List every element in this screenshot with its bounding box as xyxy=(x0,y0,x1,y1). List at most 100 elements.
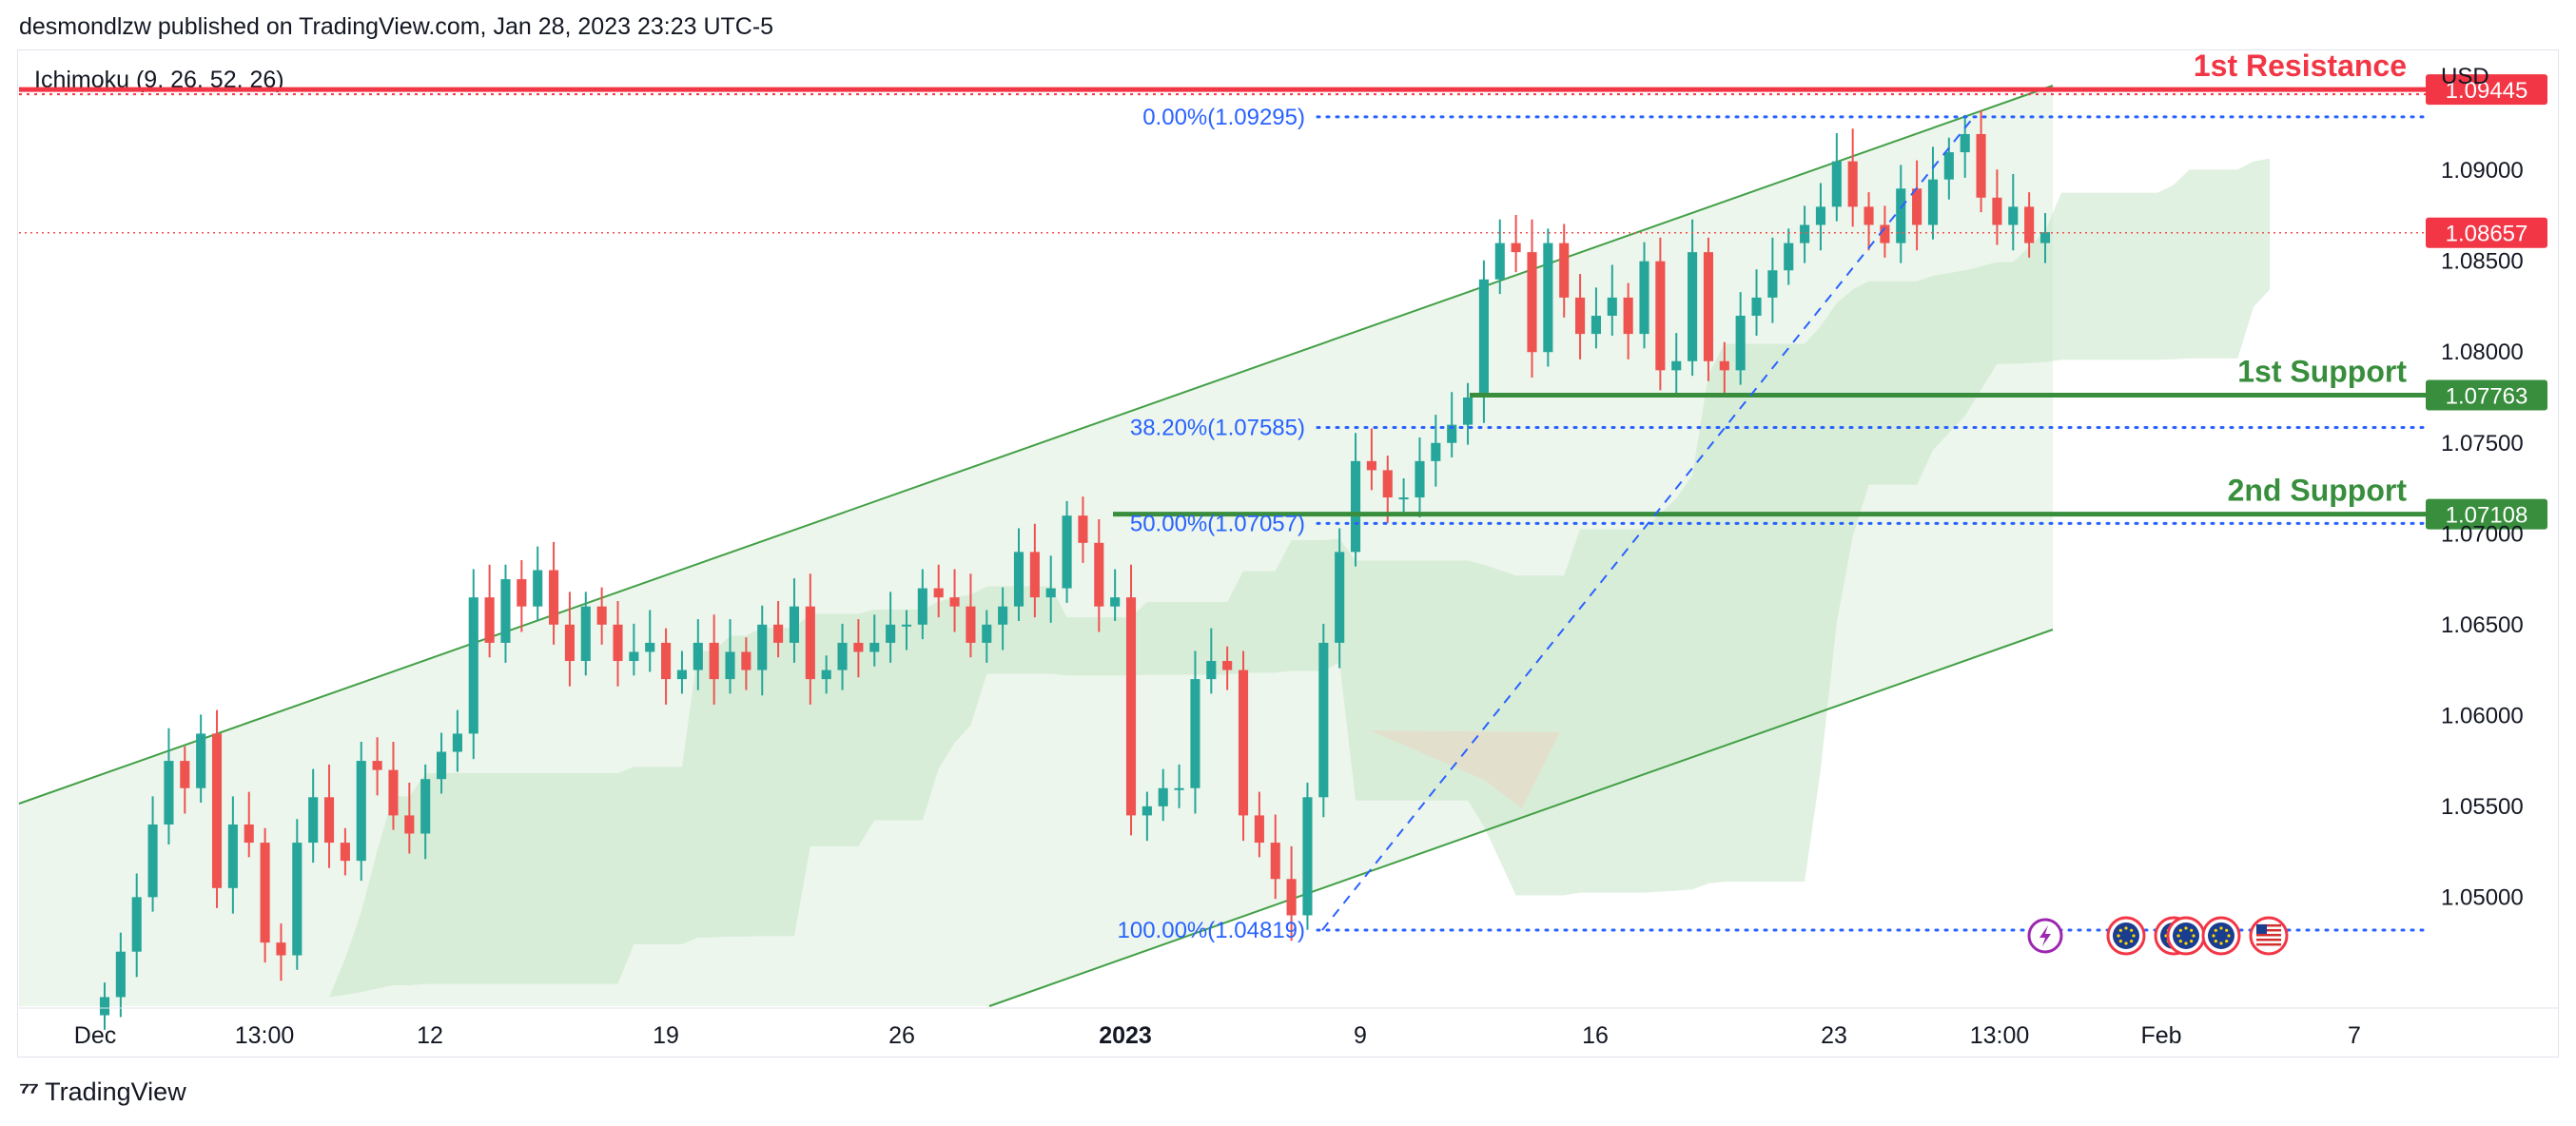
candle xyxy=(1671,333,1682,397)
candle-body xyxy=(1927,179,1939,225)
candle xyxy=(308,768,319,864)
candle-body xyxy=(998,606,1008,625)
candle xyxy=(1927,146,1939,240)
candle-body xyxy=(741,651,751,670)
level-price-badge xyxy=(2426,379,2547,411)
candle xyxy=(1094,518,1104,632)
candle-body xyxy=(404,815,415,834)
candle xyxy=(292,819,302,970)
candle-body xyxy=(645,642,655,652)
candle-body xyxy=(436,751,447,780)
candle-body xyxy=(1398,497,1409,500)
candle-body xyxy=(580,606,591,662)
candle xyxy=(1607,264,1617,337)
eu-star xyxy=(2227,934,2231,938)
candle xyxy=(1062,500,1072,603)
eu-star xyxy=(2225,928,2229,932)
candle xyxy=(372,737,382,796)
candle xyxy=(741,637,751,690)
candle-body xyxy=(661,642,672,680)
time-axis[interactable]: Dec 13:00 12 19 26 2023 9 16 23 13:00 Feb 7 xyxy=(19,1007,2559,1049)
candle xyxy=(452,709,462,772)
candle xyxy=(340,827,350,876)
candle-body xyxy=(789,606,800,643)
candle-body xyxy=(260,843,270,943)
eu-flag-icon[interactable] xyxy=(2201,916,2241,956)
candle xyxy=(1158,768,1168,822)
candle xyxy=(131,873,142,978)
candle xyxy=(196,714,206,804)
time-tick-label: 9 xyxy=(1354,1022,1367,1049)
candle-body xyxy=(1590,316,1601,335)
eu-star xyxy=(2176,934,2180,938)
eu-star xyxy=(2212,934,2215,938)
candle-body xyxy=(1607,297,1617,317)
axis-currency: USD xyxy=(2441,64,2489,89)
tradingview-logo-icon: ⁷⁷ xyxy=(19,1077,39,1106)
price-tick-label: 1.07500 xyxy=(2441,431,2524,456)
candle-body xyxy=(901,624,912,627)
level-price-badge xyxy=(2426,74,2547,106)
level-name: 2nd Support xyxy=(2228,474,2408,508)
candle-body xyxy=(1880,224,1890,243)
candle-body xyxy=(725,651,735,680)
cloud-bearish-segment xyxy=(1370,730,1560,808)
candle xyxy=(901,610,912,650)
candle-body xyxy=(693,642,703,670)
candle-body xyxy=(227,824,238,888)
candle-body xyxy=(1943,152,1954,180)
candle-body xyxy=(517,579,527,607)
candle xyxy=(1142,791,1152,842)
candle-body xyxy=(1639,261,1649,335)
candle xyxy=(966,573,976,658)
candle-body xyxy=(1767,270,1778,298)
candle-body xyxy=(1896,188,1906,243)
economic-events[interactable] xyxy=(2027,916,2289,956)
eu-star xyxy=(2117,934,2120,938)
candle-body xyxy=(982,624,992,643)
current-price-badge xyxy=(2426,217,2547,248)
eu-flag-icon[interactable] xyxy=(2106,916,2146,956)
candle-body xyxy=(837,642,848,670)
eu-flag-disc xyxy=(2173,922,2199,949)
candle xyxy=(420,764,431,860)
eu-flag-disc xyxy=(2113,922,2139,949)
price-tick-label: 1.08500 xyxy=(2441,249,2524,275)
candle xyxy=(147,796,158,912)
price-tick-label: 1.09000 xyxy=(2441,158,2524,184)
level-price-badge-text: 1.07108 xyxy=(2446,503,2528,529)
candle xyxy=(2039,213,2051,263)
candle-body xyxy=(933,588,944,598)
eu-star xyxy=(2219,942,2223,945)
candle-body xyxy=(1992,197,2002,225)
price-tick-label: 1.06000 xyxy=(2441,703,2524,728)
candle-body xyxy=(1543,243,1553,353)
level-price-badge-text: 1.07763 xyxy=(2446,384,2528,410)
candle-body xyxy=(1478,279,1489,398)
candle-body xyxy=(372,761,382,770)
candle xyxy=(645,610,655,672)
chart-frame[interactable] xyxy=(17,49,2559,1058)
candle-body xyxy=(196,733,206,788)
lightning-icon[interactable] xyxy=(2027,918,2063,954)
candle xyxy=(2024,192,2035,258)
price-axis[interactable]: USD 1.09000 1.08500 1.08000 1.07500 1.07000 1.… xyxy=(2441,64,2524,910)
candle-body xyxy=(1254,815,1264,844)
candle xyxy=(533,546,543,621)
eu-star xyxy=(2124,942,2128,945)
candle-body xyxy=(805,606,815,680)
time-tick-label: Dec xyxy=(74,1022,116,1049)
eu-flag-disc xyxy=(2208,922,2234,949)
fib-level-label: 50.00%(1.07057) xyxy=(1130,511,1305,536)
us-flag-icon[interactable] xyxy=(2249,916,2289,956)
eu-flag-icon[interactable] xyxy=(2166,916,2206,956)
us-canton xyxy=(2256,923,2267,934)
candle xyxy=(1222,646,1233,690)
candle xyxy=(244,791,254,858)
candle-body xyxy=(1062,515,1072,589)
candle-body xyxy=(99,997,110,1016)
candle xyxy=(99,982,110,1030)
candle-body xyxy=(1094,542,1104,607)
candle xyxy=(773,600,784,658)
